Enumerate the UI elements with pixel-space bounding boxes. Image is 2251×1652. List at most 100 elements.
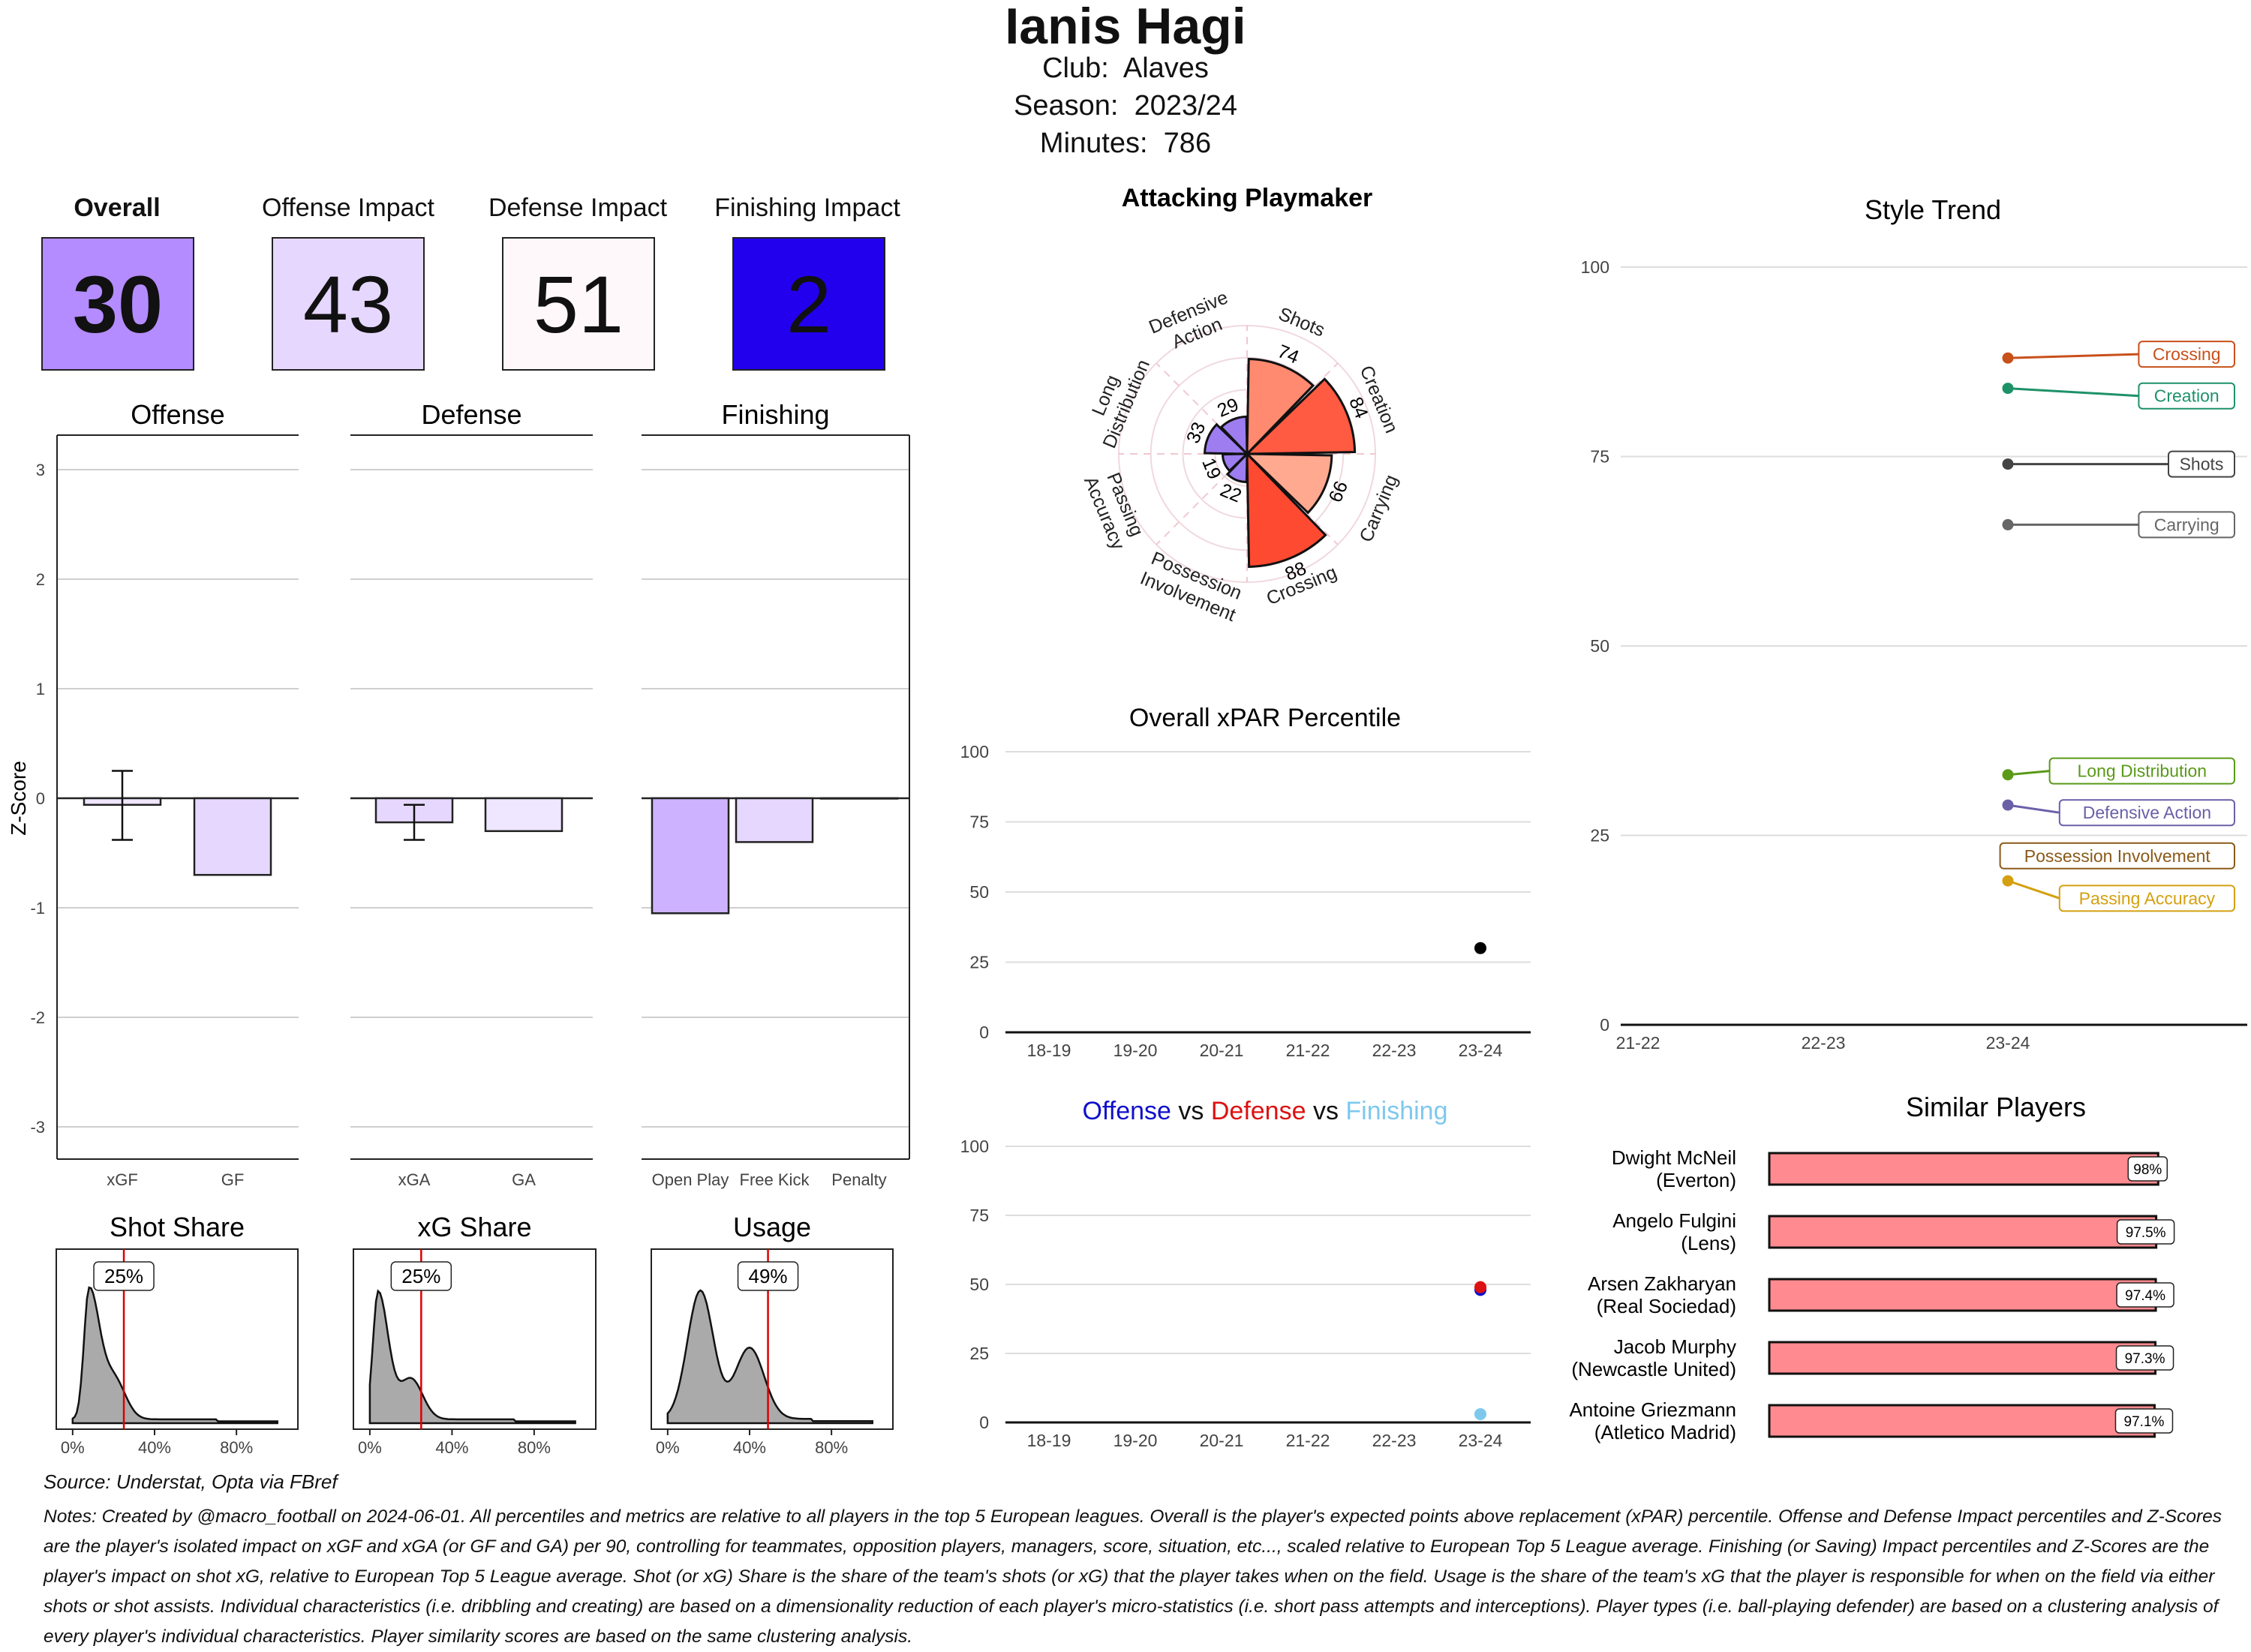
similar-value-box (2116, 1282, 2174, 1308)
overall-score: 30 (72, 258, 164, 350)
share-marker-label: 49% (749, 1265, 788, 1287)
zscore-y-tick: 3 (36, 461, 45, 479)
share-density (71, 1286, 278, 1425)
xpar-title: Overall xPAR Percentile (1129, 704, 1401, 732)
style-label-box (2058, 885, 2236, 912)
share-x-tick: 0% (358, 1438, 382, 1457)
similar-title: Similar Players (1906, 1092, 2086, 1122)
style-point (2002, 458, 2014, 470)
similar-player-club: (Real Sociedad) (1597, 1295, 1736, 1317)
similar-value-label: 97.5% (2126, 1225, 2166, 1241)
ovdf-point (1474, 1281, 1486, 1293)
radar-category-word: Shots (1276, 303, 1328, 341)
style-label-box (2138, 382, 2235, 410)
radar-bar (1219, 415, 1249, 457)
share-x-tick: 40% (435, 1438, 468, 1457)
defense-impact-box: 51 (502, 237, 655, 371)
share-density (666, 1289, 873, 1425)
style-x-tick: 21-22 (1616, 1033, 1660, 1053)
minutes-line: Minutes: 786 (0, 128, 2251, 160)
zscore-y-tick: -2 (30, 1008, 45, 1027)
radar-category-label: Shots (1276, 303, 1328, 341)
share-x-tick: 80% (815, 1438, 848, 1457)
share-marker-label: 25% (104, 1265, 143, 1287)
club-value: Alaves (1122, 53, 1209, 84)
style-point (2002, 518, 2014, 530)
similar-player-club: (Everton) (1656, 1169, 1736, 1191)
style-label: Shots (2180, 455, 2224, 474)
zscore-y-tick: -3 (30, 1118, 45, 1137)
radar-bar (1246, 451, 1327, 568)
share-title: Usage (733, 1212, 811, 1242)
style-line (2007, 770, 2050, 776)
zscore-x-tick: xGF (107, 1170, 138, 1189)
similar-player-name: Arsen Zakharyan (1588, 1272, 1736, 1295)
style-point (2002, 875, 2014, 887)
finishing-impact-label: Finishing Impact (714, 194, 900, 222)
radar-category-label: PossessionInvolvement (1138, 547, 1248, 626)
offense-impact-box: 43 (272, 237, 425, 371)
ovdf-title-part: Finishing (1339, 1097, 1448, 1125)
zscore-x-tick: Open Play (652, 1170, 729, 1189)
offense-impact-label: Offense Impact (262, 194, 434, 222)
club-line: Club: Alaves (0, 53, 2251, 85)
radar-bar (1244, 377, 1357, 455)
zscore-x-tick: GF (221, 1170, 245, 1189)
style-line (2007, 803, 2060, 814)
notes-text: Notes: Created by @macro_football on 202… (44, 1506, 2222, 1647)
style-y-tick: 0 (1600, 1015, 1609, 1035)
radar-bar (1225, 451, 1249, 484)
zscore-facet-title: Offense (131, 399, 224, 430)
minutes-label: Minutes: (1039, 128, 1148, 159)
radar-category-label: LongDistribution (1078, 348, 1154, 452)
similar-player-name: Dwight McNeil (1612, 1146, 1736, 1169)
style-x-tick: 23-24 (1986, 1033, 2030, 1053)
share-x-tick: 40% (138, 1438, 171, 1457)
share-frame (651, 1248, 894, 1430)
defense-impact-label: Defense Impact (488, 194, 668, 222)
style-label: Crossing (2153, 344, 2221, 364)
similar-player-name: Jacob Murphy (1614, 1335, 1736, 1358)
style-label-box (2168, 450, 2235, 478)
radar-bar (1246, 357, 1315, 457)
xpar-x-tick: 20-21 (1200, 1041, 1244, 1060)
overall-score-box: 30 (41, 237, 194, 371)
offense-impact-score: 43 (302, 258, 394, 350)
radar-value-label: 19 (1198, 455, 1225, 482)
radar-value-label: 22 (1217, 479, 1244, 507)
xpar-x-tick: 18-19 (1027, 1041, 1071, 1060)
minutes-value: 786 (1163, 128, 1212, 159)
style-point (2002, 352, 2014, 364)
similar-player-name: Angelo Fulgini (1612, 1209, 1736, 1232)
share-frame (353, 1248, 597, 1430)
zscore-bar (484, 797, 564, 833)
style-line (2007, 879, 2060, 900)
zscore-x-tick: Penalty (831, 1170, 886, 1189)
style-point (2002, 769, 2014, 781)
share-x-tick: 0% (656, 1438, 680, 1457)
zscore-bar (651, 797, 730, 915)
similar-player-club: (Atletico Madrid) (1594, 1421, 1736, 1443)
similar-bar (1768, 1215, 2158, 1249)
style-y-tick: 100 (1581, 257, 1609, 277)
xpar-x-tick: 21-22 (1286, 1041, 1330, 1060)
similar-value-box (2116, 1219, 2175, 1245)
similar-player-club: (Lens) (1681, 1232, 1736, 1254)
ovdf-y-tick: 0 (979, 1413, 989, 1432)
xpar-x-tick: 19-20 (1113, 1041, 1158, 1060)
zscore-x-tick: xGA (398, 1170, 431, 1189)
style-label-box (2048, 757, 2236, 785)
style-y-tick: 75 (1590, 447, 1609, 467)
ovdf-point (1474, 1407, 1486, 1420)
style-label: Creation (2154, 386, 2219, 406)
share-x-tick: 80% (518, 1438, 551, 1457)
xpar-y-tick: 50 (969, 882, 989, 902)
finishing-impact-box: 2 (732, 237, 885, 371)
style-trend-title: Style Trend (1865, 194, 2001, 225)
player-name: Ianis Hagi (1005, 0, 1246, 55)
style-line (2007, 353, 2139, 359)
ovdf-y-tick: 50 (969, 1275, 989, 1294)
ovdf-title-part: Defense (1204, 1097, 1306, 1125)
zscore-y-tick: 1 (36, 680, 45, 698)
style-y-tick: 25 (1590, 826, 1609, 846)
